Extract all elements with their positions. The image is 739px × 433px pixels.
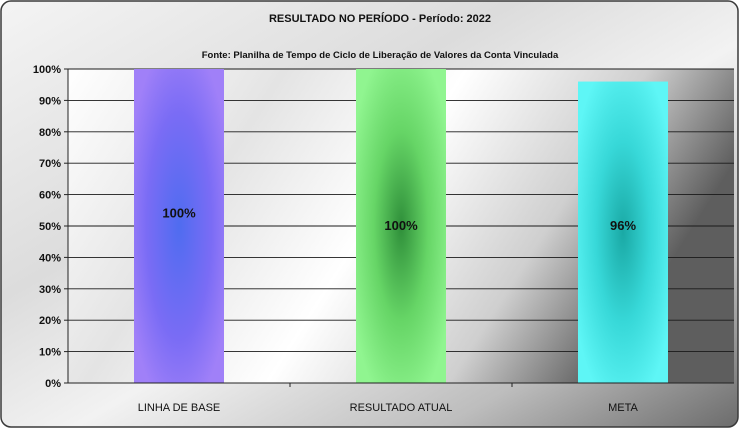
y-tick-label: 100% — [33, 64, 61, 76]
data-label: 96% — [610, 218, 636, 233]
bar — [578, 81, 668, 383]
bar — [356, 69, 446, 383]
y-axis-ticks: 0% 10% 20% 30% 40% 50% 60% 70% 80% 90% 100% — [33, 64, 68, 390]
x-tick-label: LINHA DE BASE — [138, 402, 221, 414]
bars: 100% 100% 96% — [134, 69, 668, 383]
data-label: 100% — [162, 205, 196, 220]
y-tick-label: 80% — [39, 127, 61, 139]
y-tick-label: 40% — [39, 252, 61, 264]
y-tick-label: 70% — [39, 158, 61, 170]
y-tick-label: 50% — [39, 221, 61, 233]
x-tick-label: RESULTADO ATUAL — [350, 402, 453, 414]
y-tick-label: 20% — [39, 315, 61, 327]
y-tick-label: 60% — [39, 190, 61, 202]
y-tick-label: 10% — [39, 347, 61, 359]
y-tick-label: 30% — [39, 284, 61, 296]
y-tick-label: 0% — [45, 378, 61, 390]
y-tick-label: 90% — [39, 95, 61, 107]
x-tick-label: META — [608, 402, 638, 414]
bar — [134, 69, 224, 383]
chart-title: RESULTADO NO PERÍODO - Período: 2022 — [269, 12, 491, 25]
chart-subtitle: Fonte: Planilha de Tempo de Ciclo de Lib… — [202, 50, 559, 61]
data-label: 100% — [384, 218, 418, 233]
x-axis-ticks: LINHA DE BASE RESULTADO ATUAL META — [138, 383, 639, 414]
